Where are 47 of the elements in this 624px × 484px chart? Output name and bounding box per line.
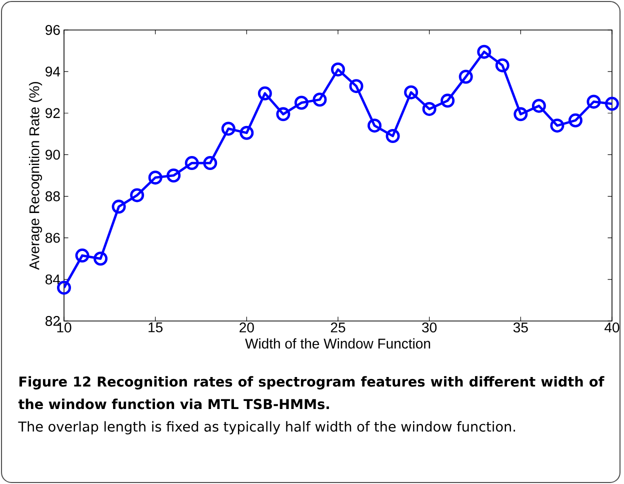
point bbox=[422, 102, 436, 116]
x-tick-label: 40 bbox=[604, 322, 620, 332]
x-tick-label: 30 bbox=[422, 322, 437, 332]
y-tick-label: 90 bbox=[46, 150, 60, 160]
point bbox=[404, 85, 418, 100]
point bbox=[184, 156, 199, 170]
x-tick-label: 20 bbox=[240, 322, 254, 332]
point bbox=[477, 44, 492, 59]
point bbox=[532, 98, 546, 113]
point bbox=[368, 118, 382, 133]
point bbox=[148, 170, 162, 185]
point bbox=[166, 168, 181, 182]
y-tick-label: 94 bbox=[46, 66, 60, 77]
point bbox=[203, 156, 218, 170]
point bbox=[75, 248, 90, 263]
y-tick-label: 96 bbox=[46, 25, 60, 35]
point bbox=[495, 58, 510, 72]
y-tick-label: 88 bbox=[46, 191, 60, 202]
point bbox=[586, 94, 601, 109]
point bbox=[240, 126, 254, 140]
point bbox=[112, 200, 126, 214]
point bbox=[312, 92, 327, 107]
y-tick-label: 92 bbox=[46, 108, 60, 118]
point bbox=[568, 113, 582, 128]
point bbox=[550, 118, 564, 133]
caption: Figure 12 Recognition rates of spectrogram features with different width of the window function via MTL TSB-HMMs. bbox=[18, 376, 604, 410]
point bbox=[331, 62, 345, 76]
y-tick-label: 84 bbox=[46, 274, 60, 284]
x-tick-label: 15 bbox=[148, 322, 163, 332]
point bbox=[294, 96, 308, 110]
y-axis-title: Average Recognition Rate (%) bbox=[28, 82, 42, 270]
point bbox=[386, 129, 400, 143]
point bbox=[440, 94, 455, 108]
point bbox=[514, 107, 528, 122]
x-tick-label: 35 bbox=[513, 322, 528, 332]
x-tick-label: 25 bbox=[330, 322, 346, 332]
text: The overlap length is fixed as typically half width of the window function. bbox=[18, 421, 515, 434]
point bbox=[604, 96, 619, 111]
point bbox=[276, 107, 290, 122]
x-axis-title: Width of the Window Function bbox=[245, 338, 430, 349]
point bbox=[130, 188, 144, 202]
point bbox=[221, 122, 236, 136]
point bbox=[458, 70, 473, 84]
point bbox=[349, 79, 364, 94]
point bbox=[258, 86, 272, 100]
y-tick-label: 86 bbox=[46, 232, 60, 243]
point bbox=[94, 252, 108, 266]
